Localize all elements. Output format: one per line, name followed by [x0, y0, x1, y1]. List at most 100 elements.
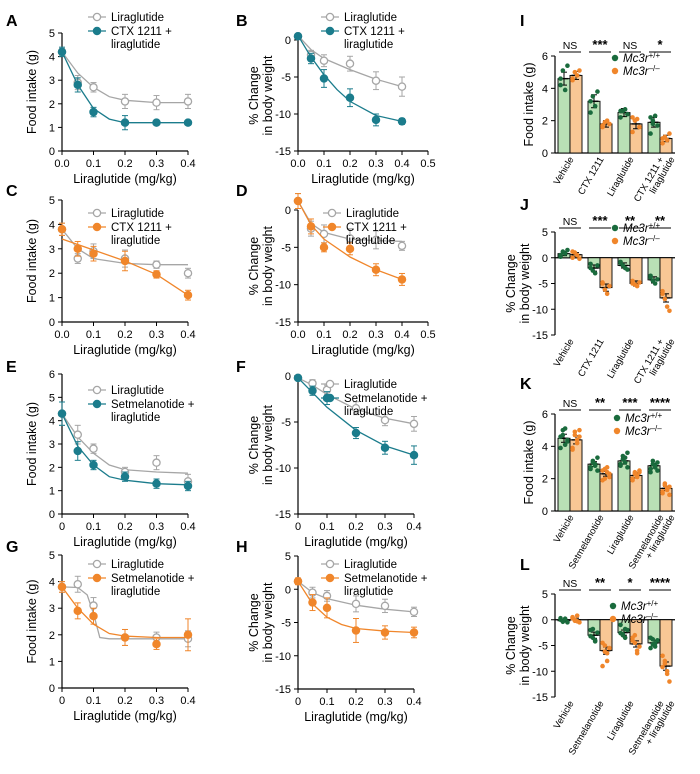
category-label: Vehicle	[552, 699, 577, 731]
y-tick-label: 6	[49, 369, 55, 381]
data-point	[409, 628, 419, 637]
replicate-point	[600, 468, 605, 473]
y-tick-label: 5	[285, 551, 291, 563]
legend-label: Mc3r+/+	[625, 411, 662, 425]
replicate-point	[574, 252, 580, 258]
y-tick-label: 1	[49, 293, 55, 305]
x-tick-label: 0	[295, 521, 301, 533]
significance-label: NS	[563, 40, 578, 52]
y-tick-label: 1	[49, 122, 55, 134]
y-axis-label: Food intake (g)	[25, 402, 39, 486]
y-tick-label: 1	[49, 486, 55, 498]
data-point	[351, 428, 361, 438]
replicate-point	[634, 116, 640, 122]
data-point	[73, 606, 83, 616]
replicate-point	[637, 644, 642, 649]
data-point	[371, 115, 381, 125]
x-tick-label: 0.1	[86, 158, 101, 170]
panel-letter: E	[6, 359, 17, 376]
y-tick-label: 4	[49, 219, 55, 231]
replicate-point	[662, 296, 668, 302]
y-tick-label: -5	[281, 417, 291, 429]
data-point	[319, 243, 329, 252]
legend-marker	[613, 414, 621, 422]
data-point	[306, 54, 316, 63]
bar-group	[557, 247, 571, 260]
y-tick-label: 0	[285, 35, 291, 47]
y-tick-label: 0	[49, 683, 55, 695]
legend: Liraglutide Setmelanotide +liraglutide	[88, 559, 195, 598]
panel-letter: L	[520, 557, 530, 574]
replicate-point	[630, 129, 635, 135]
data-point	[306, 222, 316, 231]
replicate-point	[637, 469, 642, 475]
panel-letter: A	[6, 13, 18, 30]
x-tick-label: 0.3	[149, 521, 164, 533]
y-tick-label: -15	[275, 317, 291, 329]
series-teal	[57, 46, 193, 131]
y-axis-label: in body weight	[261, 405, 275, 485]
replicate-point	[592, 463, 598, 469]
replicate-point	[667, 679, 672, 684]
data-point	[152, 639, 161, 649]
replicate-point	[660, 291, 665, 297]
y-tick-label: -15	[532, 692, 548, 704]
legend-label: liraglutide	[344, 39, 393, 51]
x-tick-label: 0	[59, 521, 65, 533]
x-axis-label: Liraglutide (mg/kg)	[73, 709, 177, 723]
replicate-point	[577, 256, 582, 262]
bar-group	[629, 257, 643, 289]
replicate-point	[588, 98, 593, 104]
data-point	[152, 458, 161, 467]
bar-group	[557, 63, 571, 154]
bar-group	[629, 468, 643, 512]
legend-marker	[611, 224, 619, 232]
replicate-point	[588, 261, 593, 267]
panel-letter: B	[236, 13, 248, 30]
replicate-point	[558, 82, 563, 88]
bar-group	[587, 455, 601, 512]
replicate-point	[592, 103, 598, 109]
replicate-point	[595, 455, 600, 460]
replicate-point	[648, 273, 653, 279]
replicate-point	[648, 466, 653, 472]
x-tick-label: 0.2	[348, 521, 363, 533]
data-point	[319, 229, 329, 239]
data-point	[120, 97, 130, 106]
replicate-point	[558, 434, 563, 439]
replicate-point	[565, 620, 570, 625]
replicate-point	[648, 645, 653, 651]
legend-marker	[325, 559, 335, 569]
legend-marker	[325, 26, 335, 36]
x-axis-label: Liraglutide (mg/kg)	[311, 172, 415, 186]
replicate-point	[574, 73, 580, 78]
series-orange	[293, 193, 407, 286]
legend-marker	[325, 379, 335, 389]
data-point	[183, 268, 193, 278]
y-tick-label: -10	[275, 463, 291, 475]
bar-group	[599, 118, 613, 154]
replicate-point	[570, 76, 575, 81]
y-tick-label: -5	[281, 242, 291, 254]
bar-group	[659, 257, 673, 314]
replicate-point	[588, 265, 593, 271]
bar-group	[659, 481, 673, 512]
replicate-point	[622, 455, 628, 460]
replicate-point	[607, 474, 612, 480]
data-point	[89, 611, 98, 621]
category-label: Vehicle	[552, 155, 577, 187]
data-point	[89, 444, 98, 453]
x-tick-label: 0.0	[54, 158, 69, 170]
legend-label: CTX 1211 +	[344, 26, 405, 38]
legend-label: liraglutide	[111, 412, 160, 424]
significance-label: NS	[623, 40, 638, 52]
x-tick-label: 0	[59, 695, 65, 707]
data-point	[351, 626, 361, 635]
y-axis-label: Food intake (g)	[25, 50, 39, 134]
y-axis-label: % Change	[247, 416, 261, 474]
replicate-point	[650, 118, 656, 123]
replicate-point	[604, 118, 610, 123]
series-teal	[57, 401, 193, 492]
legend: Liraglutide Setmelanotide +liraglutide	[88, 385, 195, 424]
panel-L: 5 0 -5 -10 -15 % Change in body weight NS Vehicl…	[504, 575, 678, 757]
